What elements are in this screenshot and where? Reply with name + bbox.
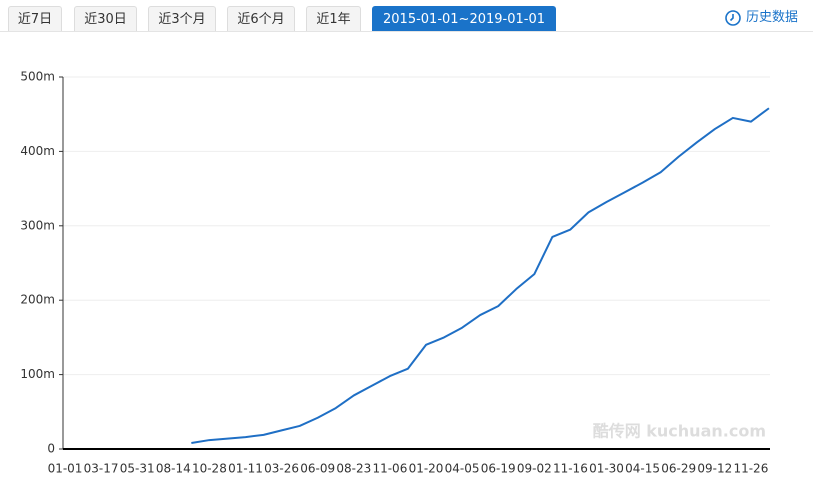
x-tick-label: 08-14 — [156, 462, 191, 476]
x-tick-label: 06-09 — [300, 462, 335, 476]
tab[interactable]: 近30日 — [74, 6, 137, 31]
y-tick-label: 0 — [47, 442, 55, 456]
x-tick-label: 01-11 — [228, 462, 263, 476]
y-tick-label: 500m — [20, 70, 55, 84]
x-tick-label: 01-30 — [589, 462, 624, 476]
x-tick-label: 06-29 — [661, 462, 696, 476]
x-tick-label: 11-16 — [553, 462, 588, 476]
x-tick-label: 03-17 — [84, 462, 119, 476]
y-tick-label: 100m — [20, 367, 55, 381]
x-tick-label: 10-28 — [192, 462, 227, 476]
tab-divider — [0, 31, 813, 32]
history-link-text: 历史数据 — [746, 10, 799, 25]
x-tick-label: 03-26 — [264, 462, 299, 476]
y-tick-label: 200m — [20, 293, 55, 307]
data-line — [191, 107, 770, 445]
tab[interactable]: 近6个月 — [227, 6, 295, 31]
x-tick-label: 05-31 — [120, 462, 155, 476]
x-tick-label: 01-20 — [409, 462, 444, 476]
x-tick-label: 01-01 — [48, 462, 83, 476]
tab[interactable]: 2015-01-01~2019-01-01 — [372, 6, 556, 31]
x-tick-label: 09-12 — [697, 462, 732, 476]
clock-icon — [725, 10, 741, 26]
tab[interactable]: 近1年 — [306, 6, 361, 31]
x-tick-label: 11-06 — [372, 462, 407, 476]
y-tick-label: 400m — [20, 144, 55, 158]
history-link[interactable]: 历史数据 — [724, 7, 798, 29]
x-tick-label: 09-02 — [517, 462, 552, 476]
x-tick-label: 04-05 — [445, 462, 480, 476]
x-tick-label: 04-15 — [625, 462, 660, 476]
x-tick-label: 08-23 — [336, 462, 371, 476]
y-tick-label: 300m — [20, 218, 55, 232]
tab[interactable]: 近7日 — [8, 6, 62, 31]
x-tick-label: 11-26 — [733, 462, 768, 476]
watermark: 酷传网 kuchuan.com — [593, 422, 766, 441]
x-tick-label: 06-19 — [481, 462, 516, 476]
tab[interactable]: 近3个月 — [148, 6, 216, 31]
